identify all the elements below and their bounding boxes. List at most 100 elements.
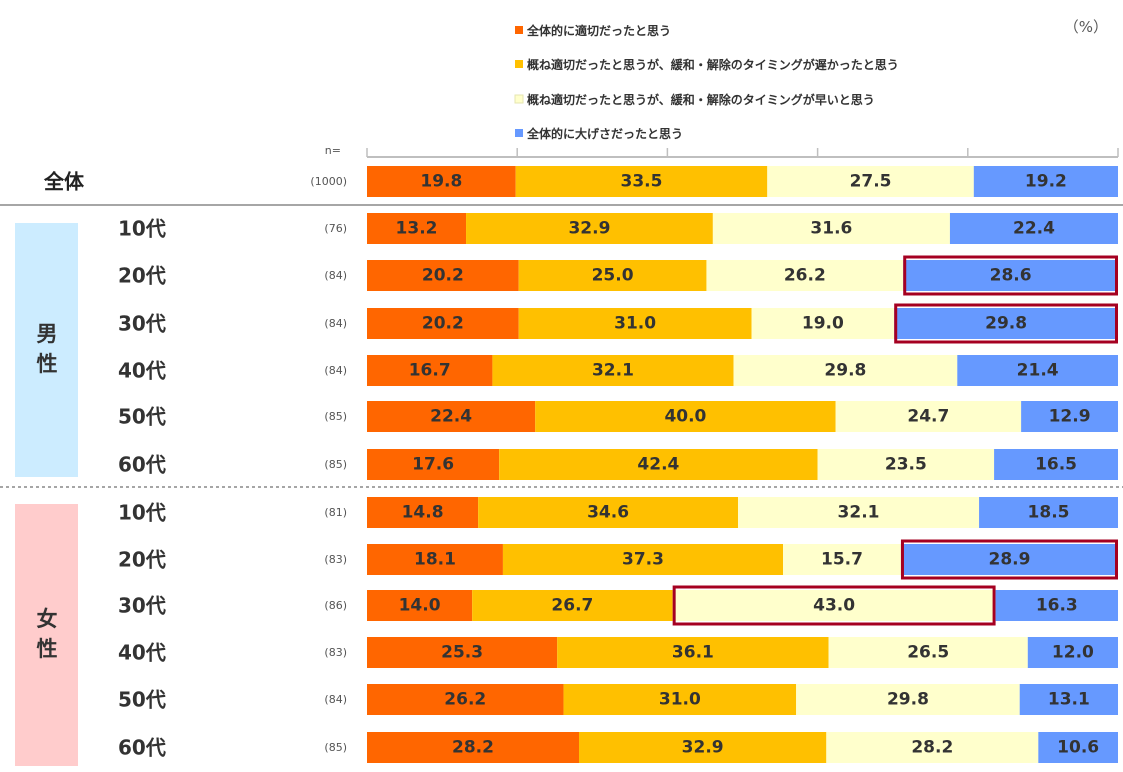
male-row-2-value-4: 28.6 bbox=[990, 266, 1032, 286]
female-row-3-value-4: 16.3 bbox=[1036, 596, 1078, 616]
female-row-3-highlight-box bbox=[672, 585, 996, 626]
female-row-3-value-2: 26.7 bbox=[551, 596, 593, 616]
male-row-1-label: 10代 bbox=[118, 217, 166, 241]
male-row-5-value-1: 22.4 bbox=[430, 407, 472, 427]
female-row-3-value-3: 43.0 bbox=[813, 596, 855, 616]
male-row-4-value-4: 21.4 bbox=[1017, 361, 1059, 381]
male-row-3-label: 30代 bbox=[118, 312, 166, 336]
male-row-5-bar-seg-1 bbox=[367, 401, 536, 432]
male-row-4-bar-seg-4 bbox=[957, 355, 1118, 386]
female-row-6-label: 60代 bbox=[118, 736, 166, 760]
female-row-4-n: (83) bbox=[324, 646, 347, 659]
female-row-5-label: 50代 bbox=[118, 688, 166, 712]
male-row-3-value-1: 20.2 bbox=[422, 314, 464, 334]
male-row-6-n: (85) bbox=[324, 458, 347, 471]
gender-box-female bbox=[15, 504, 78, 766]
male-row-4-value-1: 16.7 bbox=[409, 361, 451, 381]
male-row-3-bar-seg-3 bbox=[751, 308, 895, 339]
female-row-3-n: (86) bbox=[324, 599, 347, 612]
n-header: n= bbox=[325, 144, 341, 157]
male-row-1-bar-seg-2 bbox=[466, 213, 713, 244]
male-row-6-label: 60代 bbox=[118, 453, 166, 477]
total-row-value-3: 27.5 bbox=[850, 172, 892, 192]
female-row-4-value-3: 26.5 bbox=[907, 643, 949, 663]
female-row-2-bar-seg-2 bbox=[502, 544, 784, 575]
female-row-2-bar-seg-4 bbox=[900, 544, 1118, 575]
total-row-bar-seg-3 bbox=[767, 166, 974, 197]
legend-label-1: 全体的に適切だったと思う bbox=[526, 23, 671, 38]
male-row-5-bar-seg-2 bbox=[535, 401, 836, 432]
female-row-4-value-1: 25.3 bbox=[441, 643, 483, 663]
female-row-5-n: (84) bbox=[324, 693, 347, 706]
female-row-6-value-1: 28.2 bbox=[452, 738, 494, 758]
male-row-4-value-3: 29.8 bbox=[824, 361, 866, 381]
male-row-5-bar-seg-4 bbox=[1021, 401, 1118, 432]
male-row-6-value-2: 42.4 bbox=[637, 455, 679, 475]
female-row-4-value-4: 12.0 bbox=[1052, 643, 1094, 663]
legend-swatch-3 bbox=[514, 94, 524, 104]
legend-swatch-1 bbox=[515, 26, 523, 34]
total-row-value-1: 19.8 bbox=[420, 172, 462, 192]
female-row-2-value-1: 18.1 bbox=[414, 550, 456, 570]
male-row-3-n: (84) bbox=[324, 317, 347, 330]
female-row-4-bar-seg-1 bbox=[367, 637, 558, 668]
female-row-2-highlight-box bbox=[900, 539, 1118, 580]
male-row-2-bar-seg-1 bbox=[367, 260, 519, 291]
female-row-1-value-1: 14.8 bbox=[402, 503, 444, 523]
male-row-1-n: (76) bbox=[324, 222, 347, 235]
female-row-6-n: (85) bbox=[324, 741, 347, 754]
male-row-5-value-2: 40.0 bbox=[664, 407, 706, 427]
total-row-n: (1000) bbox=[310, 175, 347, 188]
female-row-1-value-2: 34.6 bbox=[587, 503, 629, 523]
female-row-6-value-2: 32.9 bbox=[682, 738, 724, 758]
female-row-2-bar-seg-1 bbox=[367, 544, 503, 575]
male-row-3-value-4: 29.8 bbox=[985, 314, 1027, 334]
male-row-6-bar-seg-4 bbox=[994, 449, 1118, 480]
female-row-3-label: 30代 bbox=[118, 594, 166, 618]
female-row-3-bar-seg-3 bbox=[672, 590, 996, 621]
total-row-bar-seg-1 bbox=[367, 166, 516, 197]
male-row-2-value-1: 20.2 bbox=[422, 266, 464, 286]
male-row-3-value-2: 31.0 bbox=[614, 314, 656, 334]
female-row-6-bar-seg-3 bbox=[826, 732, 1039, 763]
male-row-2-value-3: 26.2 bbox=[784, 266, 826, 286]
male-row-3-highlight-box bbox=[894, 303, 1119, 344]
male-row-6-value-3: 23.5 bbox=[885, 455, 927, 475]
male-row-5-label: 50代 bbox=[118, 405, 166, 429]
male-row-6-bar-seg-3 bbox=[817, 449, 995, 480]
female-row-2-bar-seg-3 bbox=[783, 544, 901, 575]
female-row-5-bar-seg-4 bbox=[1019, 684, 1118, 715]
unit-label: （%） bbox=[1064, 18, 1108, 36]
male-row-5-bar-seg-3 bbox=[835, 401, 1022, 432]
male-row-3-bar-seg-1 bbox=[367, 308, 519, 339]
female-row-4-label: 40代 bbox=[118, 641, 166, 665]
male-row-4-value-2: 32.1 bbox=[592, 361, 634, 381]
female-row-2-label: 20代 bbox=[118, 548, 166, 572]
male-row-4-bar-seg-1 bbox=[367, 355, 493, 386]
female-row-3-bar-seg-4 bbox=[995, 590, 1118, 621]
female-row-5-value-3: 29.8 bbox=[887, 690, 929, 710]
female-row-3-bar-seg-1 bbox=[367, 590, 473, 621]
male-row-4-n: (84) bbox=[324, 364, 347, 377]
gender-char-1: 女 bbox=[37, 607, 58, 631]
male-row-2-n: (84) bbox=[324, 269, 347, 282]
total-row-value-2: 33.5 bbox=[621, 172, 663, 192]
female-row-2-value-3: 15.7 bbox=[821, 550, 863, 570]
gender-char-1: 男 bbox=[37, 322, 58, 346]
female-row-1-bar-seg-1 bbox=[367, 497, 479, 528]
female-row-5-value-2: 31.0 bbox=[659, 690, 701, 710]
female-row-4-value-2: 36.1 bbox=[672, 643, 714, 663]
gender-char-2: 性 bbox=[37, 637, 58, 661]
female-row-5-bar-seg-1 bbox=[367, 684, 564, 715]
male-row-3-bar-seg-2 bbox=[518, 308, 752, 339]
male-row-1-value-2: 32.9 bbox=[568, 219, 610, 239]
female-row-2-n: (83) bbox=[324, 553, 347, 566]
legend-label-4: 全体的に大げさだったと思う bbox=[526, 126, 683, 141]
male-row-6-bar-seg-1 bbox=[367, 449, 500, 480]
male-row-4-label: 40代 bbox=[118, 359, 166, 383]
male-row-5-n: (85) bbox=[324, 410, 347, 423]
female-row-1-value-3: 32.1 bbox=[838, 503, 880, 523]
female-row-6-value-4: 10.6 bbox=[1057, 738, 1099, 758]
female-row-4-bar-seg-2 bbox=[557, 637, 829, 668]
